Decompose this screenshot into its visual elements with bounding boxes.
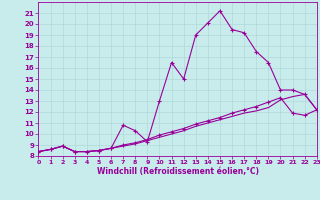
X-axis label: Windchill (Refroidissement éolien,°C): Windchill (Refroidissement éolien,°C) (97, 167, 259, 176)
